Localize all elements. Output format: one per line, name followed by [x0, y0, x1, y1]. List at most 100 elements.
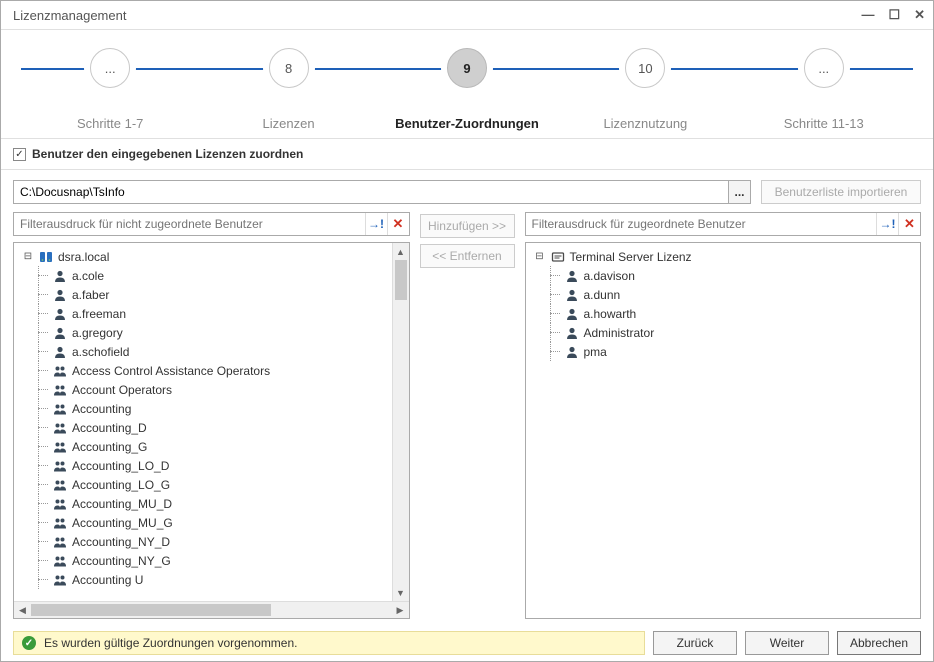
transfer-buttons-column: Hinzufügen >> << Entfernen: [420, 212, 515, 619]
user-icon: [52, 287, 68, 303]
tree-line: [546, 304, 564, 323]
add-button[interactable]: Hinzufügen >>: [420, 214, 515, 238]
collapse-icon[interactable]: ⊟: [22, 251, 34, 262]
path-row: ... Benutzerliste importieren: [13, 180, 921, 204]
left-tree-wrap: ⊟dsra.local a.cole a.faber a.freeman a.grego…: [13, 242, 410, 619]
tree-item[interactable]: Accounting U: [14, 570, 409, 589]
tree-item[interactable]: Accounting_NY_D: [14, 532, 409, 551]
vscroll-thumb[interactable]: [395, 260, 407, 300]
tree-item[interactable]: Accounting_D: [14, 418, 409, 437]
tree-item[interactable]: pma: [526, 342, 921, 361]
scroll-up-icon[interactable]: ▲: [393, 243, 409, 260]
status-ok-icon: ✓: [22, 636, 36, 650]
tree-item[interactable]: Accounting_LO_G: [14, 475, 409, 494]
tree-line: [546, 342, 564, 361]
apply-filter-icon[interactable]: →!: [876, 213, 898, 235]
tree-item[interactable]: a.howarth: [526, 304, 921, 323]
window-title: Lizenzmanagement: [9, 8, 861, 23]
tree-item[interactable]: Accounting_MU_D: [14, 494, 409, 513]
tree-root[interactable]: ⊟Terminal Server Lizenz: [526, 247, 921, 266]
user-icon: [52, 306, 68, 322]
server-icon: [38, 249, 54, 265]
left-hscroll[interactable]: ◀ ▶: [14, 601, 409, 618]
tree-item[interactable]: a.schofield: [14, 342, 409, 361]
unassigned-tree[interactable]: ⊟dsra.local a.cole a.faber a.freeman a.grego…: [14, 243, 409, 601]
user-icon: [564, 344, 580, 360]
tree-item-label: Administrator: [584, 326, 655, 340]
group-icon: [52, 382, 68, 398]
assigned-tree[interactable]: ⊟Terminal Server Lizenz a.davison a.dunn a.…: [526, 243, 921, 618]
tree-item-label: a.cole: [72, 269, 104, 283]
group-icon: [52, 496, 68, 512]
assign-users-checkbox-row: ✓ Benutzer den eingegebenen Lizenzen zuo…: [1, 139, 933, 170]
tree-item-label: Accounting_D: [72, 421, 147, 435]
tree-line: [34, 418, 52, 437]
group-icon: [52, 420, 68, 436]
scroll-right-icon[interactable]: ▶: [392, 602, 409, 619]
tree-item-label: a.davison: [584, 269, 635, 283]
assign-users-checkbox[interactable]: ✓: [13, 148, 26, 161]
group-icon: [52, 477, 68, 493]
user-icon: [564, 268, 580, 284]
wizard-step-label: Schritte 11-13: [784, 116, 864, 131]
tree-item[interactable]: Accounting_G: [14, 437, 409, 456]
tree-item[interactable]: a.cole: [14, 266, 409, 285]
tree-item-label: a.freeman: [72, 307, 126, 321]
browse-button[interactable]: ...: [728, 181, 750, 203]
scroll-left-icon[interactable]: ◀: [14, 602, 31, 619]
tree-item[interactable]: Access Control Assistance Operators: [14, 361, 409, 380]
clear-filter-icon[interactable]: ✕: [387, 213, 409, 235]
tree-item[interactable]: Accounting: [14, 399, 409, 418]
tree-item-label: a.howarth: [584, 307, 637, 321]
body: ... Benutzerliste importieren →! ✕ ⊟dsra…: [1, 170, 933, 629]
tree-item-label: Accounting_NY_D: [72, 535, 170, 549]
hscroll-thumb[interactable]: [31, 604, 271, 616]
wizard-step[interactable]: 10 Lizenznutzung: [558, 48, 733, 131]
minimize-button[interactable]: —: [861, 7, 874, 23]
tree-root[interactable]: ⊟dsra.local: [14, 247, 409, 266]
tree-item[interactable]: a.gregory: [14, 323, 409, 342]
wizard-step-circle: 10: [625, 48, 665, 88]
left-filter-row: →! ✕: [13, 212, 410, 236]
import-userlist-button[interactable]: Benutzerliste importieren: [761, 180, 921, 204]
right-filter-row: →! ✕: [525, 212, 922, 236]
tree-item[interactable]: Accounting_NY_G: [14, 551, 409, 570]
tree-line: [34, 361, 52, 380]
apply-filter-icon[interactable]: →!: [365, 213, 387, 235]
user-icon: [564, 325, 580, 341]
tree-item[interactable]: a.dunn: [526, 285, 921, 304]
clear-filter-icon[interactable]: ✕: [898, 213, 920, 235]
wizard-step[interactable]: 9Benutzer-Zuordnungen: [379, 48, 554, 131]
group-icon: [52, 515, 68, 531]
wizard-step[interactable]: ...Schritte 1-7: [23, 48, 198, 131]
right-filter-input[interactable]: [526, 213, 877, 235]
window-controls: — ☐ ✕: [861, 7, 925, 23]
left-vscroll[interactable]: ▲ ▼: [392, 243, 409, 601]
tree-line: [34, 304, 52, 323]
tree-item[interactable]: Accounting_LO_D: [14, 456, 409, 475]
close-button[interactable]: ✕: [914, 7, 925, 23]
group-icon: [52, 553, 68, 569]
tree-item[interactable]: a.freeman: [14, 304, 409, 323]
tree-line: [34, 342, 52, 361]
cancel-button[interactable]: Abbrechen: [837, 631, 921, 655]
status-text: Es wurden gültige Zuordnungen vorgenomme…: [44, 636, 298, 650]
tree-item[interactable]: a.davison: [526, 266, 921, 285]
tree-line: [34, 323, 52, 342]
back-button[interactable]: Zurück: [653, 631, 737, 655]
wizard-step[interactable]: 8Lizenzen: [201, 48, 376, 131]
collapse-icon[interactable]: ⊟: [534, 251, 546, 262]
scroll-down-icon[interactable]: ▼: [393, 584, 409, 601]
tree-item[interactable]: Accounting_MU_G: [14, 513, 409, 532]
path-input[interactable]: [14, 181, 728, 203]
wizard-step[interactable]: ...Schritte 11-13: [736, 48, 911, 131]
tree-item[interactable]: Administrator: [526, 323, 921, 342]
tree-item[interactable]: Account Operators: [14, 380, 409, 399]
tree-item[interactable]: a.faber: [14, 285, 409, 304]
next-button[interactable]: Weiter: [745, 631, 829, 655]
remove-button[interactable]: << Entfernen: [420, 244, 515, 268]
group-icon: [52, 401, 68, 417]
left-filter-input[interactable]: [14, 213, 365, 235]
maximize-button[interactable]: ☐: [888, 7, 900, 23]
wizard-step-label: Lizenznutzung: [603, 116, 687, 131]
